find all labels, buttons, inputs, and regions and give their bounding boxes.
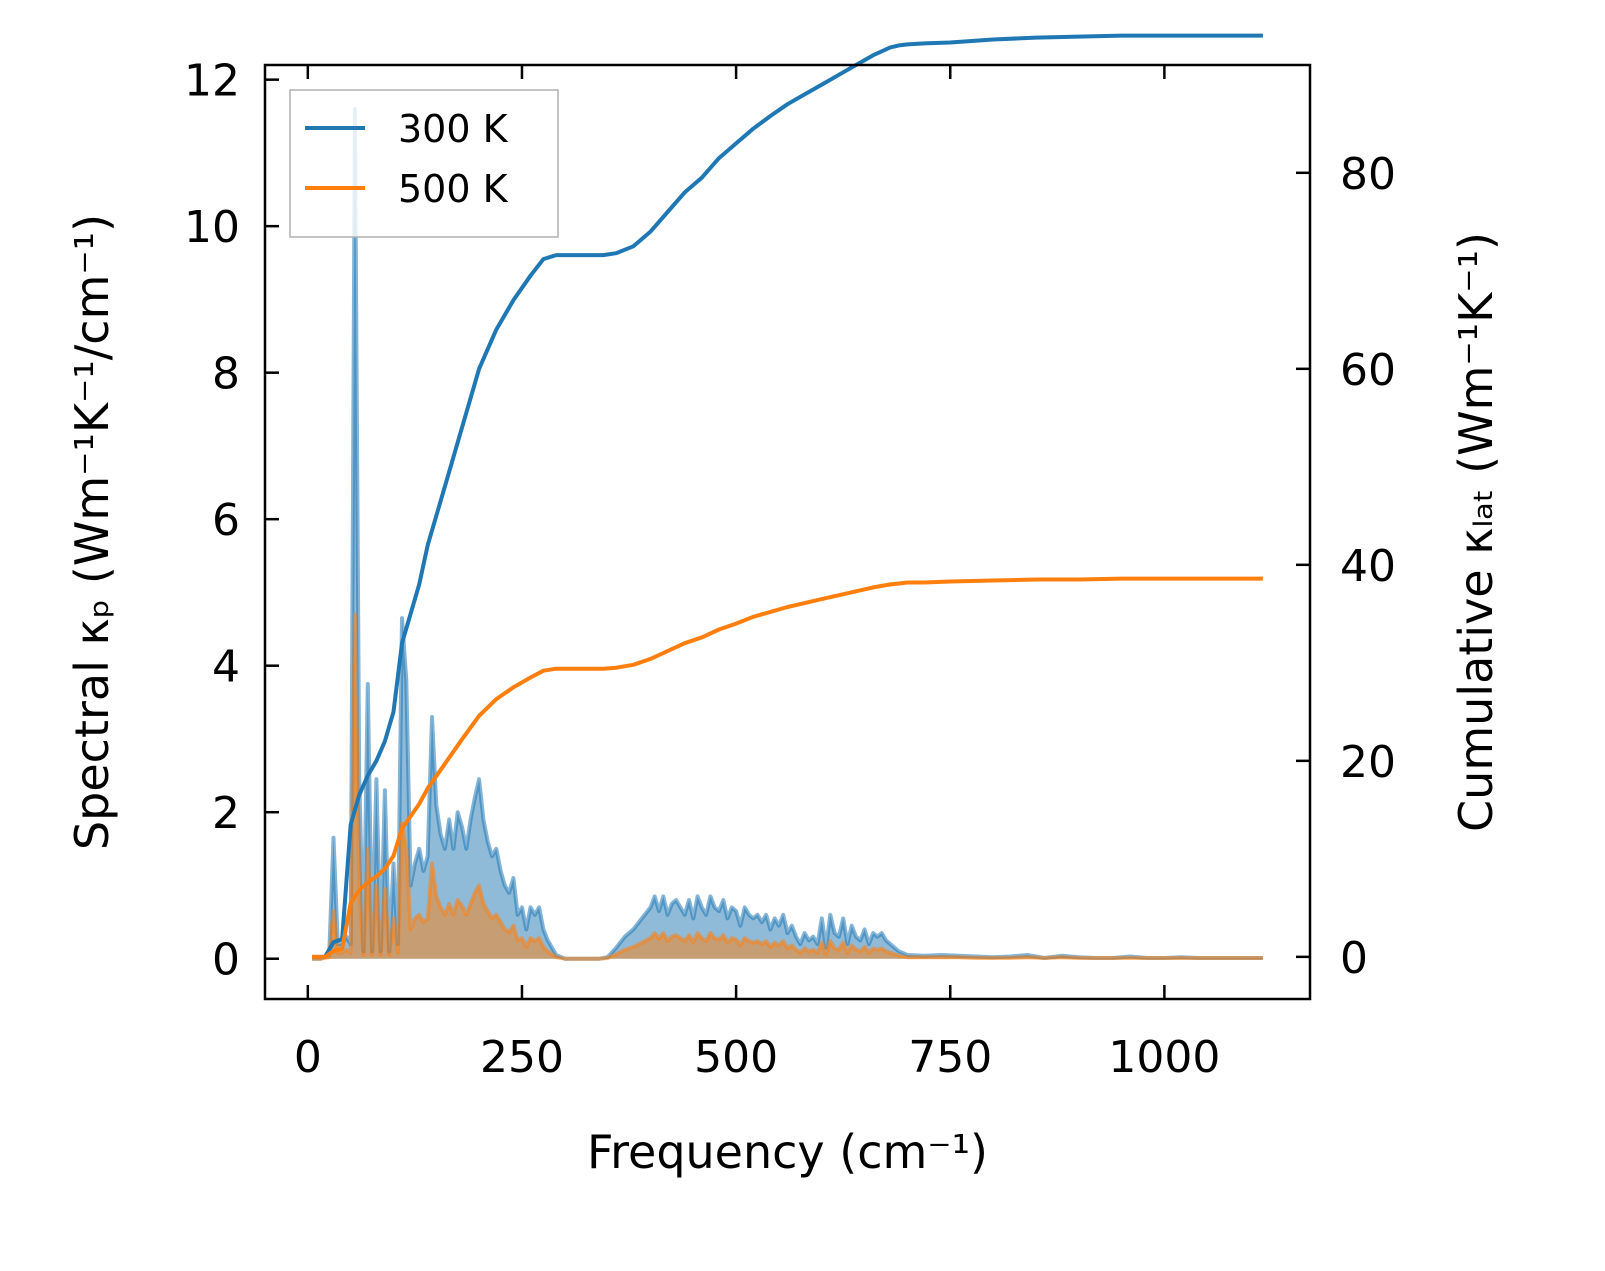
cumulative-line-300k [312, 33, 1263, 959]
y-left-tick-label-2: 2 [212, 788, 240, 839]
cumulative-lines [312, 33, 1263, 959]
spectral-fill-500k [312, 614, 1263, 959]
tick-labels: 0 250 500 750 1000 0 2 4 6 8 10 12 0 20 40 60 80 [184, 56, 1396, 1083]
x-tick-label-500: 500 [694, 1032, 778, 1083]
y-right-tick-label-0: 0 [1340, 933, 1368, 984]
y-left-tick-label-6: 6 [212, 495, 240, 546]
y-left-tick-label-4: 4 [212, 642, 240, 693]
plot-frame [263, 63, 1312, 1001]
spectral-lines [312, 107, 1263, 961]
legend-box [289, 89, 559, 238]
y-right-tick-label-60: 60 [1340, 345, 1396, 396]
legend-label-300k: 300 K [398, 107, 509, 151]
y-left-tick-label-12: 12 [184, 56, 240, 107]
y-right-tick-label-80: 80 [1340, 149, 1396, 200]
spectral-line-500k [312, 612, 1263, 961]
y-left-tick-label-0: 0 [212, 935, 240, 986]
y-axis-left-label: Spectral κₚ (Wm⁻¹K⁻¹/cm⁻¹) [65, 214, 119, 850]
x-tick-label-1000: 1000 [1108, 1032, 1220, 1083]
y-right-tick-label-40: 40 [1340, 541, 1396, 592]
x-tick-label-250: 250 [480, 1032, 564, 1083]
y-axis-right-label: Cumulative κₗₐₜ (Wm⁻¹K⁻¹) [1449, 232, 1503, 832]
x-axis-label: Frequency (cm⁻¹) [587, 1125, 988, 1179]
spectral-line-300k [312, 107, 1263, 961]
tick-marks [265, 65, 1310, 999]
y-left-tick-label-10: 10 [184, 202, 240, 253]
y-left-tick-label-8: 8 [212, 349, 240, 400]
y-right-tick-label-20: 20 [1340, 737, 1396, 788]
x-tick-label-750: 750 [908, 1032, 992, 1083]
legend: 300 K 500 K [289, 89, 559, 238]
x-tick-label-0: 0 [294, 1032, 322, 1083]
legend-label-500k: 500 K [398, 167, 509, 211]
cumulative-line-500k [312, 576, 1263, 959]
